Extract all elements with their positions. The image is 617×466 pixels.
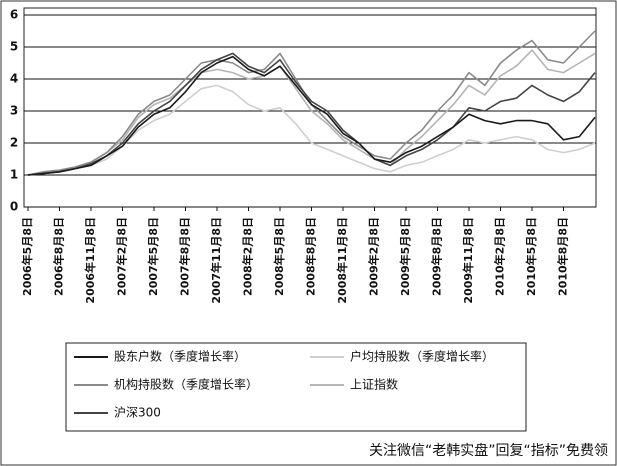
x-tick-label: 2009年5月8日 bbox=[398, 217, 412, 296]
x-tick-label: 2009年8月8日 bbox=[430, 217, 444, 296]
x-tick-label: 2006年8月8日 bbox=[52, 217, 66, 296]
x-tick-label: 2006年5月8日 bbox=[20, 217, 34, 296]
series-line bbox=[27, 55, 596, 176]
y-tick-label: 0 bbox=[10, 200, 18, 214]
x-tick-label: 2007年2月8日 bbox=[115, 217, 129, 296]
x-tick-label: 2006年11月8日 bbox=[83, 217, 97, 304]
legend-label: 机构持股数（季度增长率） bbox=[114, 377, 258, 392]
y-tick-label: 6 bbox=[10, 8, 18, 22]
watermark-bg bbox=[286, 440, 612, 462]
x-tick-label: 2010年8月8日 bbox=[556, 217, 570, 296]
watermark: 关注微信“老韩实盘”回复“指标”免费领 bbox=[369, 442, 608, 459]
series-line bbox=[27, 52, 596, 176]
legend-label: 上证指数 bbox=[350, 377, 398, 392]
x-tick-label: 2007年11月8日 bbox=[209, 217, 223, 304]
x-tick-label: 2010年2月8日 bbox=[493, 217, 507, 296]
y-tick-label: 3 bbox=[10, 104, 18, 118]
x-tick-label: 2008年2月8日 bbox=[241, 217, 255, 296]
x-tick-label: 2008年5月8日 bbox=[272, 217, 286, 296]
legend-label: 沪深300 bbox=[114, 406, 161, 420]
x-tick-label: 2009年2月8日 bbox=[367, 217, 381, 296]
legend-label: 股东户数（季度增长率） bbox=[114, 349, 246, 364]
y-tick-label: 1 bbox=[10, 168, 18, 182]
y-tick-label: 2 bbox=[10, 136, 18, 150]
y-tick-label: 5 bbox=[10, 40, 18, 54]
legend-box bbox=[65, 342, 527, 432]
x-tick-label: 2010年5月8日 bbox=[524, 217, 538, 296]
x-tick-label: 2007年5月8日 bbox=[146, 217, 160, 296]
legend-label: 户均持股数（季度增长率） bbox=[350, 349, 494, 364]
x-tick-label: 2007年8月8日 bbox=[178, 217, 192, 296]
y-tick-label: 4 bbox=[10, 72, 18, 86]
series-line bbox=[27, 49, 596, 176]
x-tick-label: 2009年11月8日 bbox=[461, 217, 475, 304]
x-tick-label: 2008年8月8日 bbox=[304, 217, 318, 296]
x-tick-label: 2008年11月8日 bbox=[335, 217, 349, 304]
